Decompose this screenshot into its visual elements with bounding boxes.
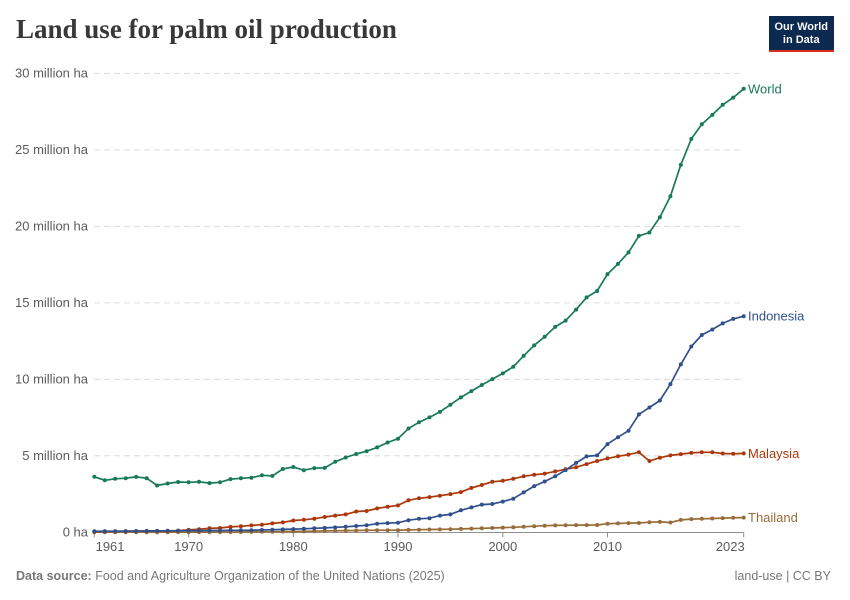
svg-text:20 million ha: 20 million ha <box>15 219 89 234</box>
svg-text:Thailand: Thailand <box>748 510 798 525</box>
svg-text:10 million ha: 10 million ha <box>15 372 89 387</box>
svg-text:Indonesia: Indonesia <box>748 309 805 324</box>
svg-text:1961: 1961 <box>96 539 125 554</box>
svg-text:5 million ha: 5 million ha <box>22 448 89 463</box>
svg-text:1970: 1970 <box>174 539 203 554</box>
svg-text:1980: 1980 <box>279 539 308 554</box>
svg-text:2000: 2000 <box>488 539 517 554</box>
svg-text:0 ha: 0 ha <box>63 525 89 540</box>
svg-text:30 million ha: 30 million ha <box>15 66 89 81</box>
svg-text:2010: 2010 <box>593 539 622 554</box>
svg-text:2023: 2023 <box>716 539 745 554</box>
svg-text:25 million ha: 25 million ha <box>15 142 89 157</box>
svg-text:1990: 1990 <box>384 539 413 554</box>
svg-text:Malaysia: Malaysia <box>748 446 800 461</box>
svg-text:World: World <box>748 81 782 96</box>
svg-text:15 million ha: 15 million ha <box>15 295 89 310</box>
